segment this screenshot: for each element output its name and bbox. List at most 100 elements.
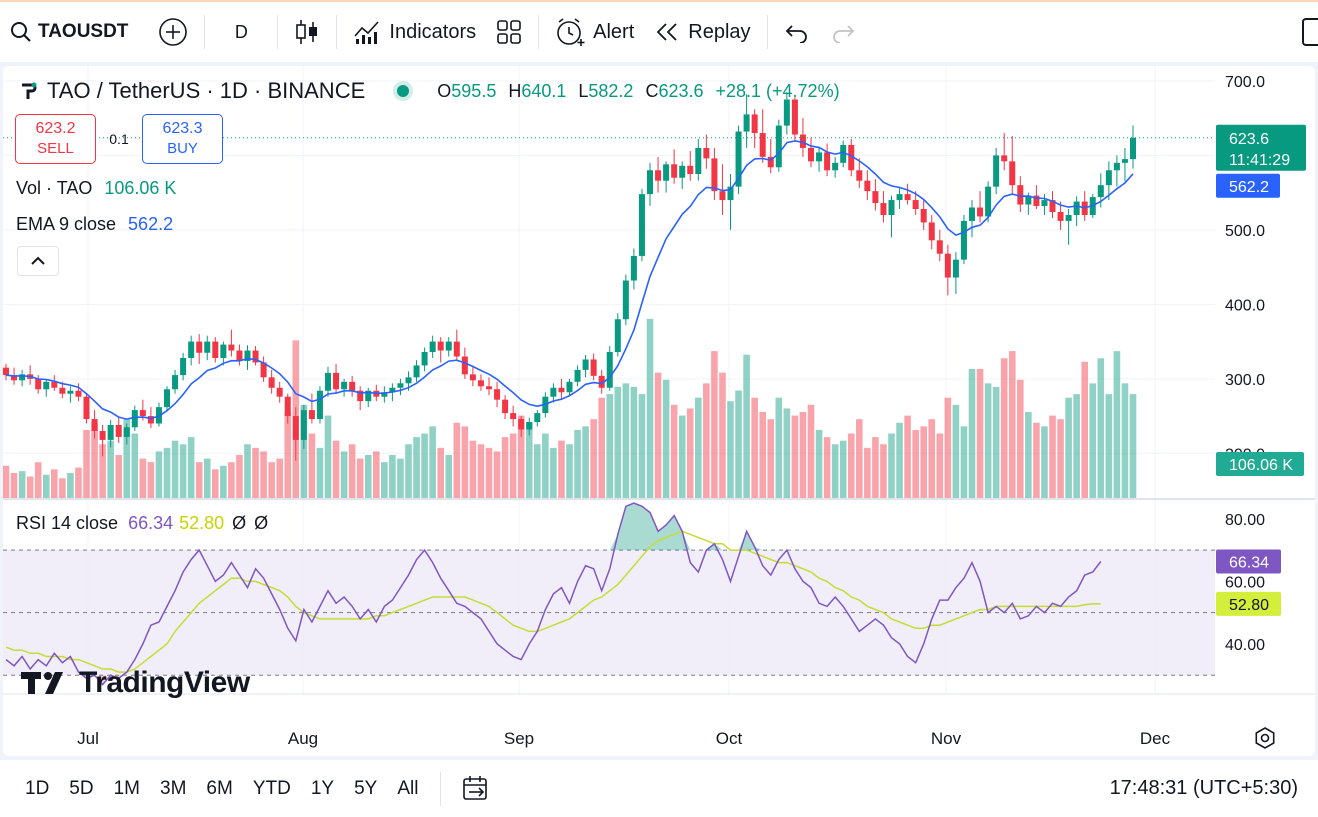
go-to-date-button[interactable] xyxy=(461,774,491,804)
candle-body xyxy=(204,341,211,353)
gear-center xyxy=(1260,733,1270,743)
undo-button[interactable] xyxy=(774,12,820,52)
indicators-button[interactable]: Indicators xyxy=(343,12,486,52)
volume-bar xyxy=(614,386,622,498)
timezone-clock[interactable]: 17:48:31 (UTC+5:30) xyxy=(1109,777,1298,799)
alert-button[interactable]: Alert xyxy=(545,12,644,52)
volume-bar xyxy=(727,401,734,498)
range-button-6m[interactable]: 6M xyxy=(206,777,233,799)
candles-icon xyxy=(296,20,318,44)
volume-bar xyxy=(51,469,58,498)
volume-bar xyxy=(904,415,911,498)
volume-bar xyxy=(3,465,10,498)
top-toolbar: TAOUSDT D Indicators Alert Replay xyxy=(0,0,1318,62)
last-price-label: 623.6 xyxy=(1229,131,1269,148)
chart-panel[interactable]: 700.0600.0500.0400.0300.0200.080.0060.00… xyxy=(3,66,1315,756)
ohlc-high: H640.1 xyxy=(508,81,566,102)
volume-bar xyxy=(332,440,340,498)
range-button-1d[interactable]: 1D xyxy=(25,777,50,799)
interval-button[interactable]: D xyxy=(211,12,271,52)
candle-body xyxy=(405,377,412,384)
volume-bar xyxy=(534,444,541,498)
candle-body xyxy=(220,344,227,358)
candle-body xyxy=(260,362,267,378)
candle-body xyxy=(341,381,348,390)
volume-bar xyxy=(131,433,139,498)
candle-body xyxy=(808,147,814,162)
volume-bar xyxy=(413,437,420,498)
chart-settings-icon[interactable] xyxy=(1255,727,1275,749)
range-button-5y[interactable]: 5Y xyxy=(354,777,378,799)
volume-bar xyxy=(711,351,718,498)
candle-body xyxy=(719,191,726,201)
volume-bar xyxy=(340,451,348,498)
range-button-5d[interactable]: 5D xyxy=(69,777,94,799)
volume-bar xyxy=(896,422,903,498)
volume-bar xyxy=(244,444,251,498)
chevron-up-icon xyxy=(31,256,45,265)
candle-body xyxy=(888,200,895,215)
candle-body xyxy=(19,374,26,381)
volume-bar xyxy=(622,383,630,498)
candle-body xyxy=(292,416,299,440)
layouts-button[interactable] xyxy=(486,12,532,52)
range-button-3m[interactable]: 3M xyxy=(160,777,187,799)
range-button-1m[interactable]: 1M xyxy=(113,777,140,799)
collapse-legend-button[interactable] xyxy=(17,246,59,276)
volume-bar xyxy=(936,433,944,498)
replay-button[interactable]: Replay xyxy=(644,12,760,52)
ema-line xyxy=(5,140,1134,420)
candle-body xyxy=(43,381,50,390)
chart-type-button[interactable] xyxy=(284,12,330,52)
candle-body xyxy=(11,375,18,381)
volume-bar xyxy=(1025,412,1032,498)
buy-button[interactable]: 623.3 BUY xyxy=(142,114,223,164)
time-tick-label: Jul xyxy=(77,729,99,748)
volume-bar xyxy=(525,422,533,498)
volume-price-label: 106.06 K xyxy=(1229,457,1293,474)
volume-bar xyxy=(751,397,758,498)
volume-bar xyxy=(163,447,171,498)
volume-bar xyxy=(34,462,42,498)
range-button-1y[interactable]: 1Y xyxy=(310,777,335,799)
volume-bar xyxy=(348,444,356,498)
candle-body xyxy=(1073,201,1080,215)
candle-body xyxy=(123,427,130,437)
candle-body xyxy=(985,186,992,217)
candle-body xyxy=(91,419,98,431)
tradingview-watermark[interactable]: TradingView xyxy=(21,666,250,700)
candle-body xyxy=(679,165,686,178)
candle-body xyxy=(928,222,935,241)
compare-symbol-button[interactable] xyxy=(148,12,198,52)
rsi-line xyxy=(5,502,1102,686)
open-label: O xyxy=(437,80,452,101)
market-status-icon[interactable] xyxy=(397,85,410,97)
candle-body xyxy=(558,387,565,393)
volume-bar xyxy=(421,433,428,498)
redo-button[interactable] xyxy=(820,12,866,52)
rsi-legend[interactable]: RSI 14 close 66.34 52.80 Ø Ø xyxy=(16,513,268,534)
sell-button[interactable]: 623.2 SELL xyxy=(15,114,96,164)
rsi-legend-null-2: Ø xyxy=(254,513,269,533)
price-change: +28.1 (+4.72%) xyxy=(715,80,840,101)
candle-body xyxy=(856,170,863,181)
chart-canvas[interactable]: 700.0600.0500.0400.0300.0200.080.0060.00… xyxy=(3,66,1315,756)
candle-body xyxy=(1121,159,1128,163)
range-button-ytd[interactable]: YTD xyxy=(252,777,291,799)
bittensor-logo-icon xyxy=(18,81,38,101)
rsi-ma-legend-value: 52.80 xyxy=(179,513,225,533)
candle-body xyxy=(759,133,766,157)
symbol-title[interactable]: TAO / TetherUS · 1D · BINANCE xyxy=(47,78,366,103)
symbol-search-button[interactable]: TAOUSDT xyxy=(0,12,138,52)
volume-bar xyxy=(501,437,509,498)
volume-bar xyxy=(509,433,517,498)
range-button-all[interactable]: All xyxy=(397,777,419,799)
candle-body xyxy=(3,367,9,376)
volume-bar xyxy=(920,426,927,498)
volume-legend[interactable]: Vol · TAO 106.06 K xyxy=(16,178,176,199)
ema-legend[interactable]: EMA 9 close 562.2 xyxy=(16,214,173,235)
toolbar-separator xyxy=(277,15,279,49)
gear-outline xyxy=(1255,727,1275,749)
candle-body xyxy=(526,422,533,430)
fullscreen-button[interactable] xyxy=(1302,18,1318,46)
